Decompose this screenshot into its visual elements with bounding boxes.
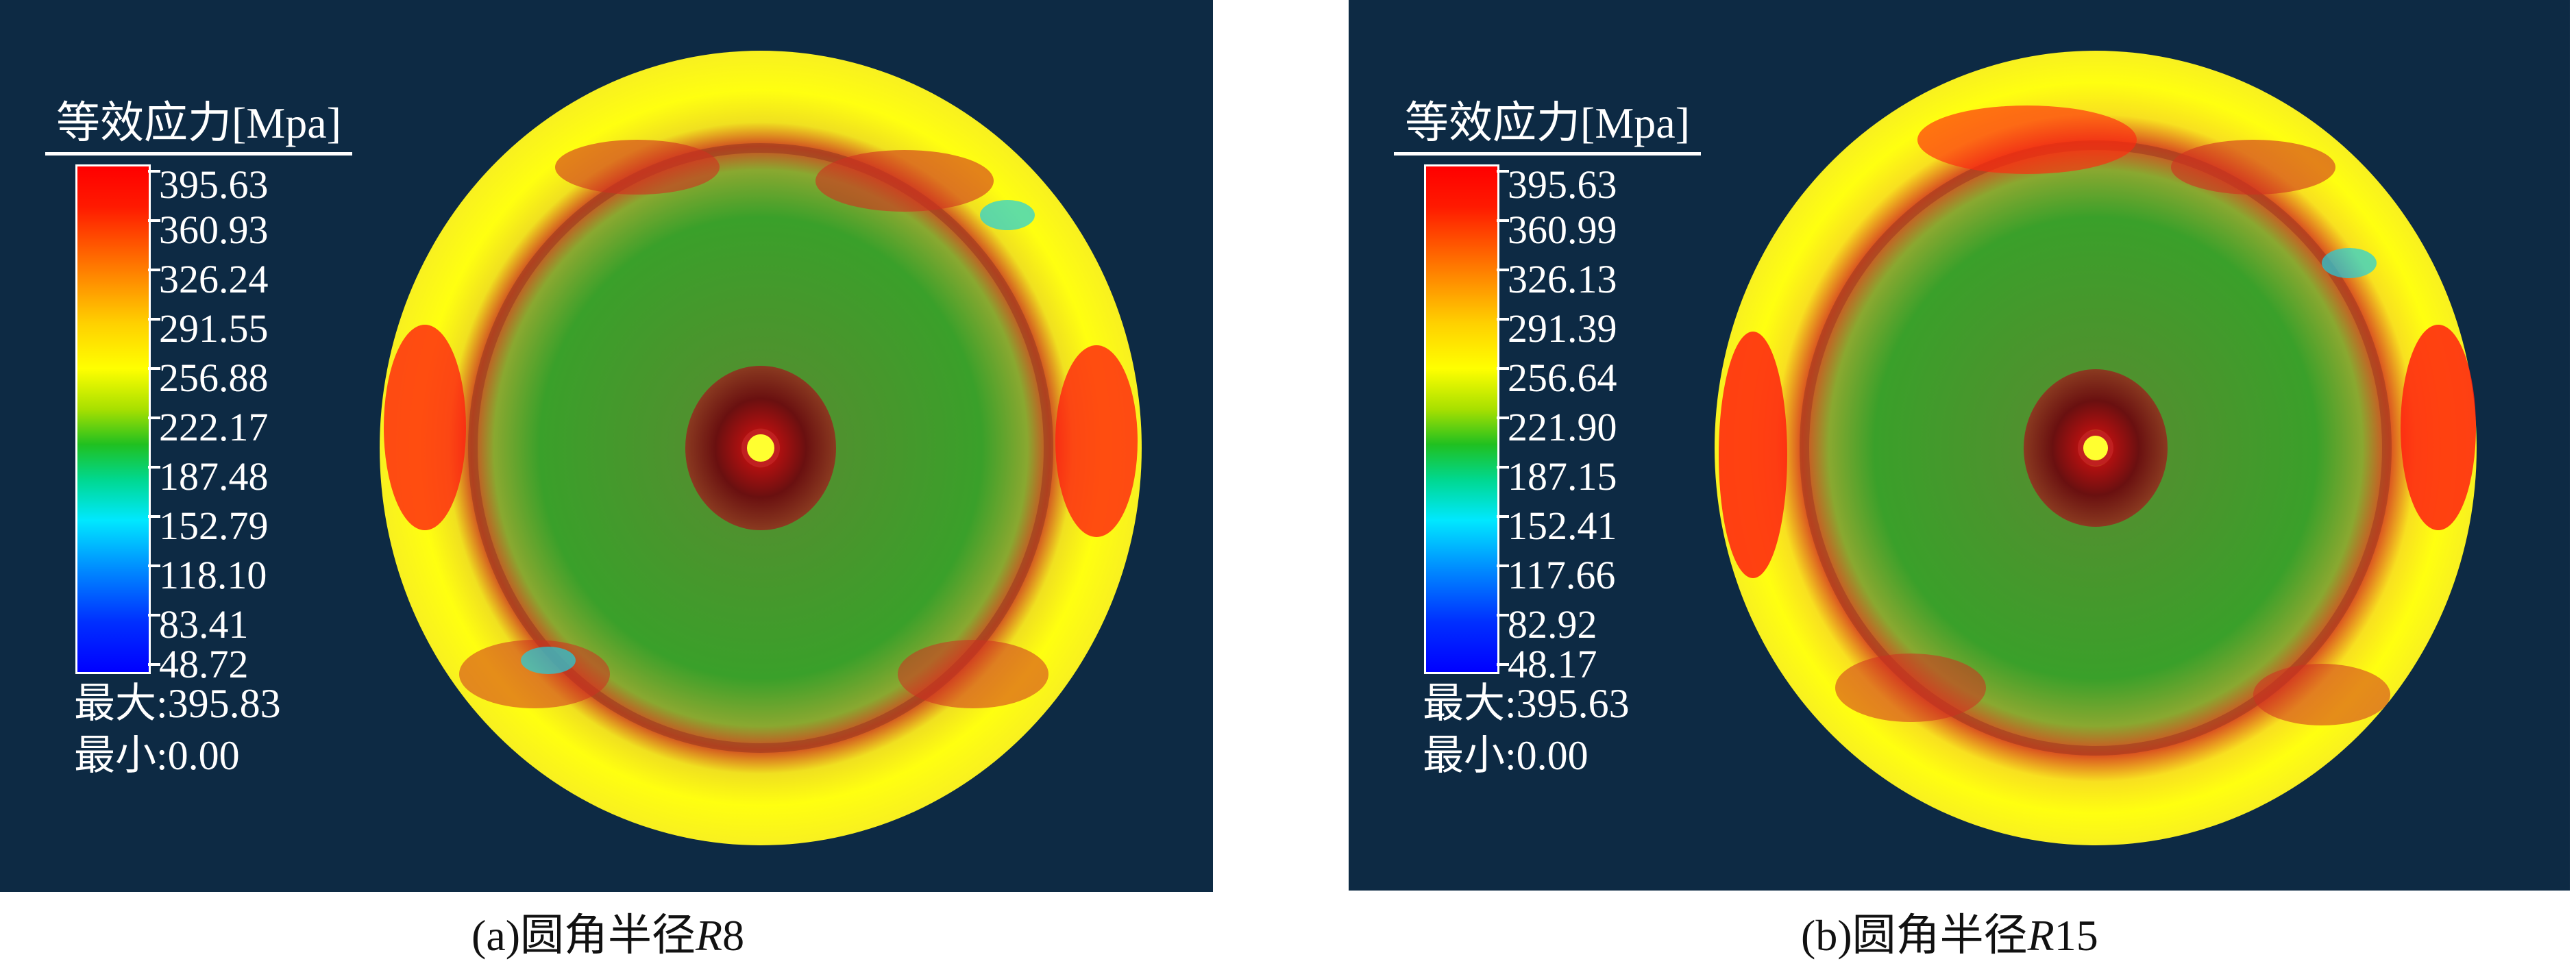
tick-mark <box>148 367 160 370</box>
tick-mark <box>1497 614 1509 617</box>
tick-mark <box>1497 269 1509 271</box>
tick-label: 395.63 <box>159 162 269 207</box>
tick-mark <box>1497 318 1509 321</box>
tick-mark <box>148 564 160 567</box>
caption-a-prefix: (a)圆角半径 <box>471 911 696 960</box>
color-scale-bar <box>1424 164 1499 674</box>
stress-contour-disk <box>1705 44 2486 852</box>
caption-a: (a)圆角半径R8 <box>471 908 744 963</box>
tick-mark <box>1497 466 1509 469</box>
caption-a-suffix: 8 <box>722 911 745 960</box>
tick-mark <box>1497 219 1509 222</box>
stress-plot-panel-b: 等效应力[Mpa] 395.63 360.99 326.13 291.39 25… <box>1349 0 2570 891</box>
tick-label: 187.48 <box>159 454 269 499</box>
tick-mark <box>1497 515 1509 518</box>
tick-label: 48.72 <box>159 642 249 686</box>
legend-title: 等效应力[Mpa] <box>1394 97 1701 156</box>
caption-b-prefix: (b)圆角半径 <box>1801 911 2028 960</box>
caption-b-variable: R <box>2027 911 2054 960</box>
tick-mark <box>148 466 160 469</box>
tick-label: 83.41 <box>159 602 249 647</box>
max-value-label: 最大:395.63 <box>1423 681 1630 726</box>
min-value-label: 最小:0.00 <box>74 733 240 778</box>
tick-mark <box>148 269 160 271</box>
tick-mark <box>148 416 160 419</box>
tick-label: 326.24 <box>159 257 269 301</box>
max-value-label: 最大:395.83 <box>74 681 281 726</box>
stress-plot-panel-a: 等效应力[Mpa] 395.63 360.93 326.24 291.55 25… <box>0 0 1213 892</box>
tick-label: 82.92 <box>1508 602 1597 647</box>
tick-label: 360.99 <box>1508 208 1617 252</box>
tick-mark <box>148 515 160 518</box>
caption-a-variable: R <box>696 911 723 960</box>
color-scale-bar <box>75 164 151 674</box>
tick-mark <box>1497 416 1509 419</box>
tick-mark <box>148 663 160 666</box>
tick-mark <box>1497 367 1509 370</box>
tick-label: 291.39 <box>1508 306 1617 351</box>
tick-mark <box>148 614 160 617</box>
tick-mark <box>148 318 160 321</box>
tick-label: 48.17 <box>1508 642 1597 686</box>
caption-b: (b)圆角半径R15 <box>1801 908 2098 963</box>
legend-title: 等效应力[Mpa] <box>45 97 352 156</box>
tick-label: 326.13 <box>1508 257 1617 301</box>
tick-label: 221.90 <box>1508 405 1617 449</box>
tick-mark <box>148 219 160 222</box>
tick-label: 152.79 <box>159 503 269 548</box>
tick-label: 256.64 <box>1508 356 1617 400</box>
stress-contour-disk <box>370 44 1151 852</box>
tick-label: 395.63 <box>1508 162 1617 207</box>
min-value-label: 最小:0.00 <box>1423 733 1588 778</box>
tick-label: 152.41 <box>1508 503 1617 548</box>
tick-label: 118.10 <box>159 553 267 597</box>
tick-label: 222.17 <box>159 405 269 449</box>
tick-label: 291.55 <box>159 306 269 351</box>
tick-label: 187.15 <box>1508 454 1617 499</box>
tick-mark <box>1497 564 1509 567</box>
caption-b-suffix: 15 <box>2054 911 2098 960</box>
tick-mark <box>148 170 160 173</box>
tick-mark <box>1497 663 1509 666</box>
tick-label: 117.66 <box>1508 553 1616 597</box>
tick-label: 360.93 <box>159 208 269 252</box>
tick-mark <box>1497 170 1509 173</box>
tick-label: 256.88 <box>159 356 269 400</box>
